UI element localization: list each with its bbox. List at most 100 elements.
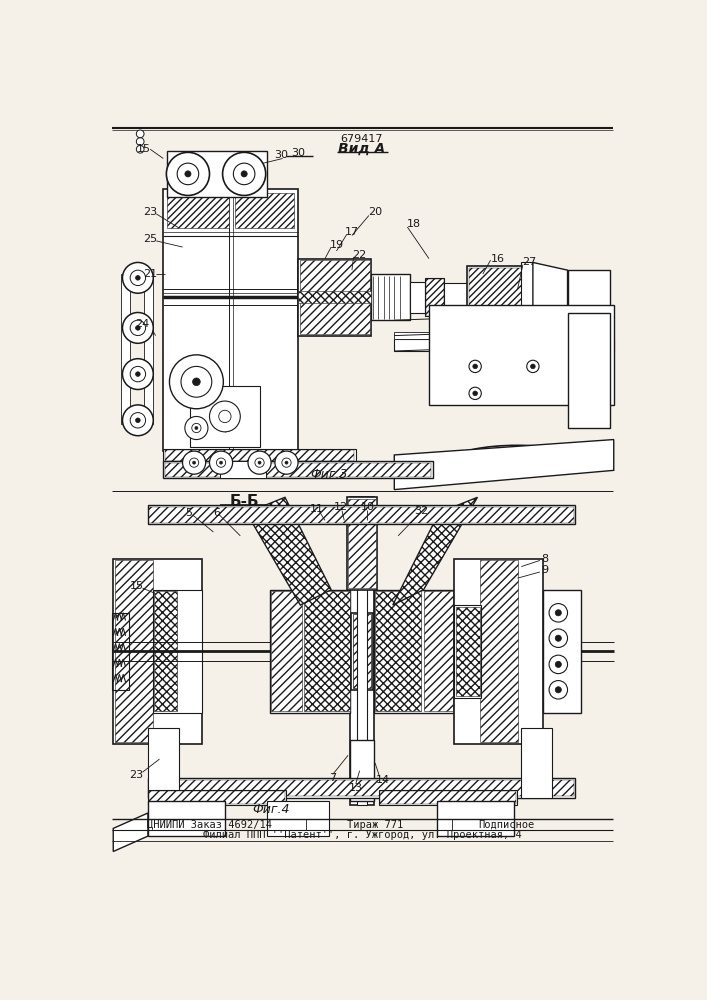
Bar: [148, 778, 575, 798]
Circle shape: [275, 451, 298, 474]
Text: 22: 22: [353, 250, 367, 260]
Circle shape: [549, 681, 568, 699]
Bar: [267, 801, 329, 836]
Circle shape: [122, 312, 153, 343]
Bar: [148, 801, 225, 836]
Bar: [373, 590, 455, 713]
Circle shape: [241, 171, 247, 177]
Bar: [271, 591, 302, 711]
Text: 17: 17: [345, 227, 359, 237]
Bar: [351, 740, 373, 801]
Bar: [521, 262, 533, 332]
Bar: [426, 279, 443, 316]
Bar: [149, 507, 573, 523]
Bar: [190, 386, 259, 447]
Circle shape: [530, 364, 535, 369]
Bar: [437, 801, 514, 836]
Circle shape: [549, 655, 568, 674]
Bar: [148, 505, 575, 524]
Bar: [148, 728, 179, 798]
Bar: [456, 607, 480, 696]
Circle shape: [192, 378, 200, 386]
Circle shape: [223, 152, 266, 195]
Bar: [165, 450, 354, 461]
Circle shape: [258, 461, 261, 464]
Circle shape: [473, 391, 477, 396]
Text: Филиал ППП ''Патент'', г. Ужгород, ул. Проектная, 4: Филиал ППП ''Патент'', г. Ужгород, ул. П…: [203, 830, 521, 840]
Circle shape: [182, 451, 206, 474]
Circle shape: [136, 145, 144, 153]
Bar: [235, 193, 294, 228]
Bar: [304, 591, 351, 711]
Bar: [300, 300, 370, 334]
Bar: [163, 189, 298, 451]
Bar: [148, 790, 286, 805]
Bar: [395, 332, 614, 339]
Bar: [144, 274, 153, 424]
Circle shape: [136, 138, 144, 145]
Bar: [298, 291, 371, 303]
Circle shape: [130, 366, 146, 382]
Circle shape: [122, 262, 153, 293]
Bar: [425, 278, 444, 316]
Circle shape: [136, 276, 140, 280]
Text: 27: 27: [522, 257, 536, 267]
Bar: [348, 499, 376, 588]
Bar: [112, 613, 129, 690]
Circle shape: [209, 401, 240, 432]
Circle shape: [185, 171, 191, 177]
Bar: [113, 559, 201, 744]
Circle shape: [469, 387, 481, 400]
Circle shape: [473, 364, 477, 369]
Bar: [167, 193, 229, 228]
Circle shape: [209, 451, 233, 474]
Bar: [375, 591, 421, 711]
Circle shape: [192, 423, 201, 433]
Bar: [568, 270, 610, 324]
Text: 10: 10: [361, 502, 374, 512]
Bar: [121, 274, 130, 424]
Text: 30: 30: [274, 150, 288, 160]
Text: 24: 24: [135, 319, 150, 329]
Text: Подписное: Подписное: [478, 820, 534, 830]
Bar: [154, 591, 177, 711]
Circle shape: [248, 451, 271, 474]
Text: 30: 30: [291, 148, 305, 158]
Bar: [469, 268, 543, 326]
Bar: [543, 590, 581, 713]
Bar: [115, 560, 153, 742]
Bar: [379, 790, 518, 805]
Text: Фиг.4: Фиг.4: [252, 803, 290, 816]
Circle shape: [469, 360, 481, 373]
Text: 32: 32: [414, 506, 428, 516]
Circle shape: [136, 130, 144, 138]
Polygon shape: [533, 262, 568, 332]
Text: 15: 15: [137, 144, 151, 154]
Circle shape: [136, 418, 140, 423]
Bar: [219, 461, 266, 478]
Circle shape: [555, 687, 561, 693]
Bar: [409, 282, 425, 312]
Circle shape: [130, 413, 146, 428]
Circle shape: [166, 152, 209, 195]
Polygon shape: [346, 497, 378, 590]
Circle shape: [192, 461, 196, 464]
Circle shape: [177, 163, 199, 185]
Circle shape: [282, 458, 291, 467]
Text: 7: 7: [329, 773, 337, 783]
Bar: [153, 590, 201, 713]
Text: 18: 18: [407, 219, 421, 229]
Bar: [371, 274, 409, 320]
Text: 11: 11: [310, 504, 325, 514]
Bar: [298, 259, 371, 336]
Circle shape: [185, 416, 208, 440]
Circle shape: [189, 458, 199, 467]
Text: 13: 13: [349, 783, 363, 793]
Bar: [351, 613, 373, 690]
Text: 12: 12: [333, 502, 347, 512]
Bar: [163, 449, 356, 463]
Bar: [149, 791, 285, 804]
Bar: [351, 497, 373, 805]
Circle shape: [136, 326, 140, 330]
Circle shape: [285, 461, 288, 464]
